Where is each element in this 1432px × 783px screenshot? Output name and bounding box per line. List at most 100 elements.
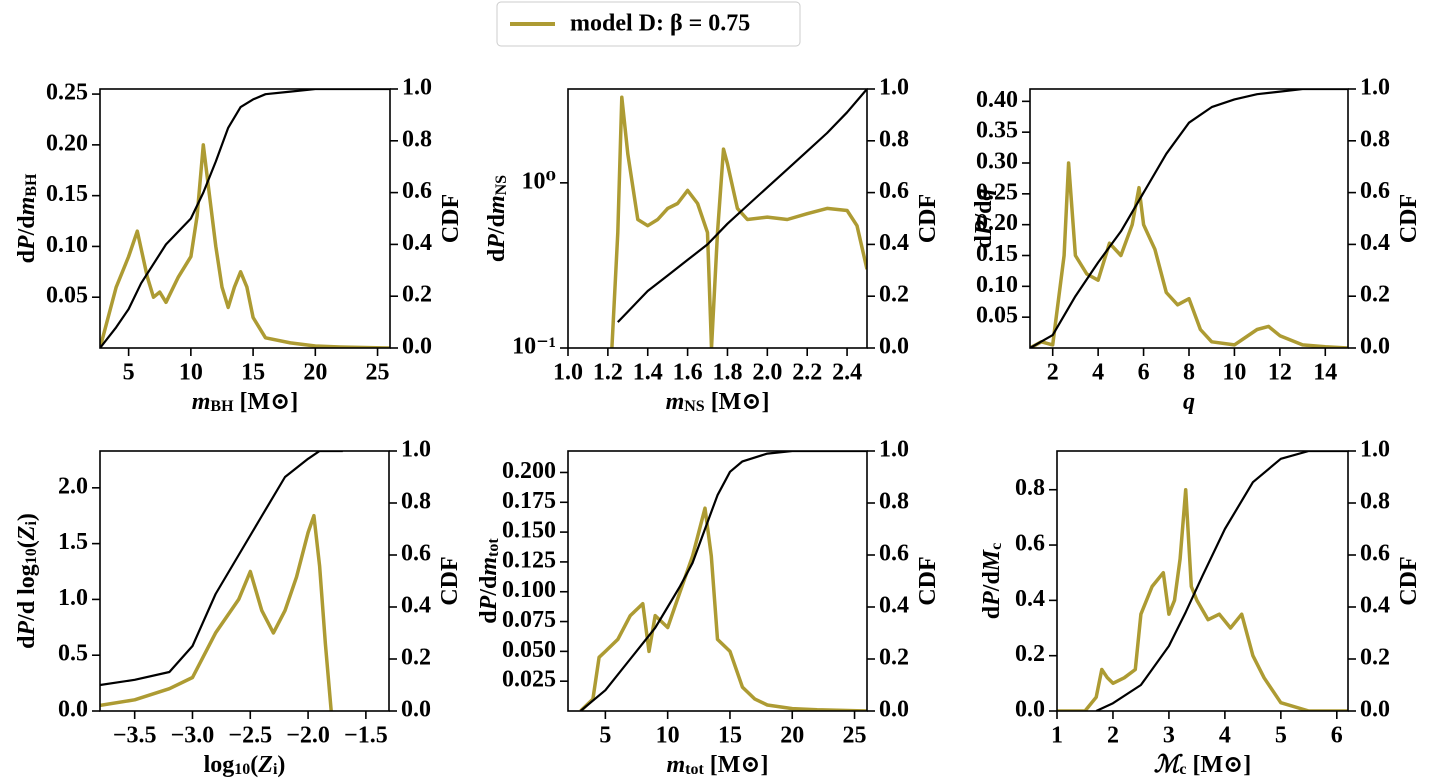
x-tick-label: 4 [1092,360,1104,386]
y2-tick-label: 0.6 [402,178,432,204]
cdf-line [579,451,867,711]
label-part: [M⊙] [704,752,769,778]
y-tick-label: 0.05 [976,303,1018,329]
axis-label: dP/dmtot [476,538,502,624]
x-tick-label: 20 [303,360,327,386]
x-tick-label: 1 [1051,723,1063,749]
label-part: d [476,610,502,624]
y2-tick-label: 0.4 [1360,230,1390,256]
plot-frame [99,88,391,349]
x-tick-label: 2 [1047,360,1059,386]
label-part: /d [476,575,502,597]
y-tick-label: 0.6 [1015,531,1045,557]
y2-tick-label: 1.0 [879,75,909,101]
plot-frame [1029,88,1349,349]
cdf-line [100,89,390,348]
y2-tick-label: 0.6 [879,541,909,567]
y2-tick-label: 0.4 [879,230,909,256]
y2-tick-label: 0.4 [401,593,431,619]
y2-tick-label: 0.8 [401,489,431,515]
label-part: [M⊙] [234,389,299,415]
y-tick-label: 0.10 [976,272,1018,298]
y2-tick-label: 0.6 [879,178,909,204]
y-tick-label: 0.125 [502,547,556,573]
label-part: d [971,235,997,249]
axis-label: q [1183,389,1195,415]
y-tick-label: 0.4 [1015,586,1045,612]
y2-tick-label: 0.0 [879,334,909,360]
y2-tick-label: 0.0 [1360,697,1390,723]
y-tick-label: 0.25 [976,179,1018,205]
label-part: /d [484,213,510,235]
x-tick-label: 5 [599,723,611,749]
y-tick-label: 0.025 [502,667,556,693]
x-tick-label: 5 [123,360,135,386]
legend-label: model D: β = 0.75 [570,11,750,37]
x-tick-label: −1.5 [344,723,388,749]
label-part: /d [971,200,997,222]
x-tick-label: 5 [1275,723,1287,749]
x-tick-label: 20 [780,723,804,749]
x-tick-label: −3.5 [113,723,157,749]
x-tick-label: 10 [1222,360,1246,386]
axis-label: ℳc [M⊙] [1154,752,1252,778]
y-tick-label: 0.200 [502,458,556,484]
y-tick-label: 0.15 [976,241,1018,267]
label-italic: P [14,235,40,251]
axis-label: dP/d log10(Zi) [14,513,40,649]
y-tick-label: 0.0 [58,697,88,723]
x-tick-label: 1.6 [673,360,703,386]
label-part: log [204,752,235,778]
y-tick-label: 1.0 [58,585,88,611]
x-tick-label: 2.2 [792,360,822,386]
x-tick-label: −2.5 [228,723,272,749]
label-italic: m [476,557,502,576]
density-line [579,506,867,711]
y2-tick-label: 0.0 [401,697,431,723]
y-tick-label: 0.2 [1015,641,1045,667]
axis-label: CDF [915,194,941,243]
axis-label: dP/dmNS [484,175,510,262]
y2-tick-label: 0.4 [402,230,432,256]
label-part: d [14,249,40,263]
label-part: CDF [1396,556,1422,605]
density-line [100,513,333,711]
axis-label: dP/dmBH [14,173,40,263]
y2-tick-label: 1.0 [402,75,432,101]
y2-tick-label: 1.0 [1360,75,1390,101]
label-subscript: NS [493,175,510,196]
label-subscript: tot [685,761,704,778]
axis-label: dP/dq [971,188,997,248]
x-tick-label: 3 [1163,723,1175,749]
label-italic: m [484,195,510,214]
x-tick-label: 2.4 [832,360,862,386]
y2-tick-label: 1.0 [1360,437,1390,463]
axis-label: dP/dMc [979,543,1005,620]
cdf-line [1095,451,1348,711]
y2-tick-label: 1.0 [879,437,909,463]
y-tick-label: 0.35 [976,118,1018,144]
label-part: ) [14,513,40,521]
x-tick-label: −3.0 [171,723,215,749]
x-tick-label: −2.0 [286,723,330,749]
x-tick-label: 10 [179,360,203,386]
y-tick-label: 0.30 [976,149,1018,175]
x-tick-label: 2 [1107,723,1119,749]
x-tick-label: 2.0 [752,360,782,386]
y2-tick-label: 0.2 [401,645,431,671]
y2-tick-label: 0.0 [402,334,432,360]
x-tick-label: 6 [1331,723,1343,749]
x-tick-label: 25 [366,360,390,386]
axis-label: CDF [1396,556,1422,605]
label-part: CDF [1396,194,1422,243]
y2-tick-label: 0.8 [1360,489,1390,515]
y-tick-label: 0.150 [502,518,556,544]
y-tick-label: 0.20 [976,210,1018,236]
x-tick-label: 1.8 [712,360,742,386]
cdf-line [1030,89,1348,348]
label-part: CDF [437,556,463,605]
y-tick-label: 0.075 [502,607,556,633]
x-tick-label: 25 [843,723,867,749]
label-subscript: c [988,543,1005,550]
y2-tick-label: 0.4 [1360,593,1390,619]
